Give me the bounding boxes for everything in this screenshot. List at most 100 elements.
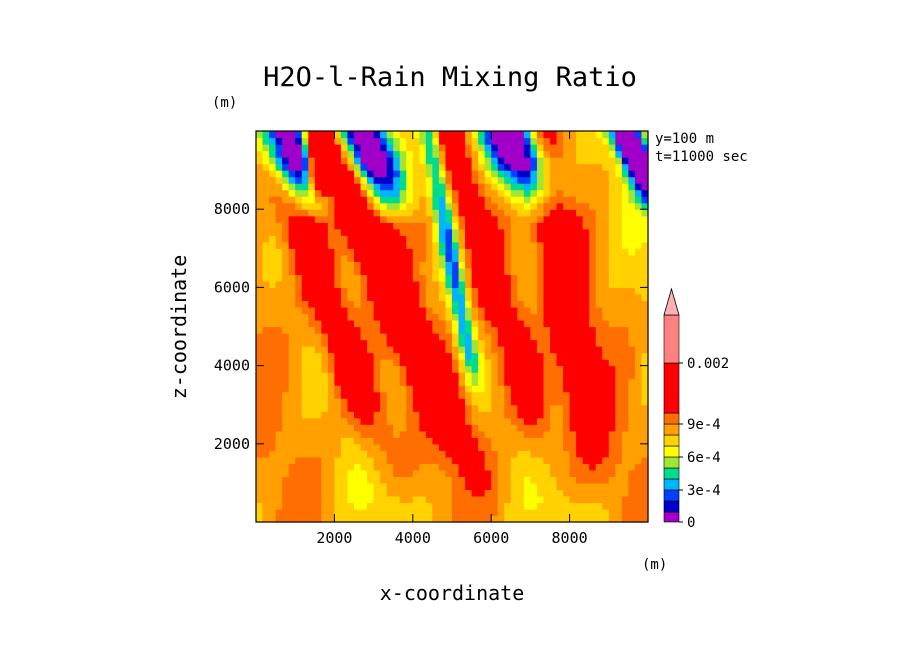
contour-cell xyxy=(373,385,381,393)
contour-cell xyxy=(419,378,427,386)
contour-cell xyxy=(497,170,505,178)
contour-cell xyxy=(445,469,453,477)
contour-cell xyxy=(452,319,460,328)
contour-cell xyxy=(340,326,349,334)
contour-cell xyxy=(458,495,466,504)
contour-cell xyxy=(523,157,531,165)
contour-cell xyxy=(419,241,427,249)
contour-cell xyxy=(563,267,571,275)
contour-cell xyxy=(517,209,525,217)
contour-cell xyxy=(471,359,479,367)
contour-cell xyxy=(412,248,420,256)
contour-cell xyxy=(589,333,597,341)
contour-cell xyxy=(595,365,603,373)
contour-cell xyxy=(595,489,603,497)
contour-cell xyxy=(412,385,420,393)
contour-cell xyxy=(452,293,460,302)
contour-cell xyxy=(543,443,551,451)
contour-cell xyxy=(308,287,316,295)
contour-cell xyxy=(543,319,551,328)
contour-cell xyxy=(425,319,433,328)
contour-cell xyxy=(321,430,329,438)
contour-cell xyxy=(256,489,264,497)
contour-cell xyxy=(432,495,440,504)
contour-cell xyxy=(256,157,264,165)
contour-cell xyxy=(517,319,525,328)
contour-cell xyxy=(484,137,492,145)
contour-cell xyxy=(269,411,277,419)
contour-cell xyxy=(386,424,394,432)
contour-cell xyxy=(628,170,636,178)
contour-cell xyxy=(523,326,531,334)
contour-cell xyxy=(295,489,303,497)
contour-cell xyxy=(634,144,643,152)
contour-cell xyxy=(262,306,270,315)
contour-cell xyxy=(334,391,342,399)
contour-cell xyxy=(608,150,616,158)
contour-cell xyxy=(275,313,283,321)
contour-cell xyxy=(576,274,584,282)
colorbar-tick-label: 0 xyxy=(687,515,695,531)
contour-cell xyxy=(510,391,518,399)
contour-cell xyxy=(360,293,368,302)
contour-cell xyxy=(628,150,636,158)
contour-cell xyxy=(288,326,296,334)
contour-cell xyxy=(275,261,283,269)
contour-cell xyxy=(530,280,538,288)
contour-cell xyxy=(308,326,316,334)
contour-cell xyxy=(334,228,342,236)
contour-cell xyxy=(602,170,610,178)
contour-cell xyxy=(582,300,590,308)
contour-cell xyxy=(550,222,558,230)
contour-cell xyxy=(301,502,309,510)
contour-cell xyxy=(419,443,427,451)
contour-cell xyxy=(523,170,531,178)
contour-cell xyxy=(438,378,447,386)
contour-cell xyxy=(563,235,571,243)
contour-cell xyxy=(288,176,296,184)
contour-cell xyxy=(438,515,447,523)
contour-cell xyxy=(282,450,290,458)
contour-cell xyxy=(484,189,492,197)
contour-cell xyxy=(628,391,636,399)
contour-cell xyxy=(282,261,290,269)
contour-cell xyxy=(628,157,636,165)
contour-cell xyxy=(576,144,584,152)
contour-cell xyxy=(484,346,492,354)
contour-cell xyxy=(569,170,577,178)
contour-cell xyxy=(347,131,355,139)
contour-cell xyxy=(367,131,375,139)
contour-cell xyxy=(523,508,531,517)
contour-cell xyxy=(367,469,375,477)
contour-cell xyxy=(621,144,629,152)
contour-cell xyxy=(569,267,577,275)
contour-cell xyxy=(308,489,316,497)
contour-cell xyxy=(321,437,329,445)
contour-cell xyxy=(478,404,486,412)
contour-cell xyxy=(295,163,303,171)
contour-cell xyxy=(471,300,479,308)
contour-cell xyxy=(471,189,479,197)
contour-cell xyxy=(412,326,420,334)
contour-cell xyxy=(504,495,512,504)
contour-cell xyxy=(425,456,433,464)
contour-cell xyxy=(432,254,440,262)
contour-cell xyxy=(628,196,636,204)
contour-cell xyxy=(563,391,571,399)
contour-cell xyxy=(465,417,473,425)
contour-cell xyxy=(556,352,564,360)
contour-cell xyxy=(550,144,558,152)
contour-cell xyxy=(621,339,629,347)
contour-cell xyxy=(641,287,649,295)
contour-cell xyxy=(412,189,420,197)
contour-cell xyxy=(419,228,427,236)
contour-cell xyxy=(576,254,584,262)
contour-cell xyxy=(615,228,623,236)
contour-cell xyxy=(340,196,349,204)
contour-cell xyxy=(595,450,603,458)
contour-cell xyxy=(373,424,381,432)
contour-cell xyxy=(425,170,433,178)
contour-cell xyxy=(458,280,466,288)
contour-cell xyxy=(445,183,453,191)
contour-cell xyxy=(602,235,610,243)
